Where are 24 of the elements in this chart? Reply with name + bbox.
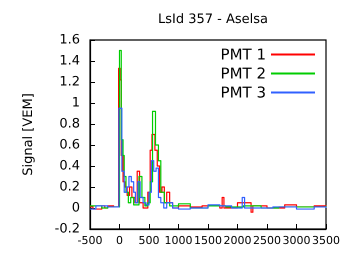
y-axis-title: Signal [VEM] <box>21 93 36 176</box>
legend-label: PMT 1 <box>220 46 266 64</box>
y-tick-label: 0.8 <box>59 116 80 132</box>
legend-label: PMT 2 <box>220 64 266 82</box>
y-tick-label: 0.4 <box>59 158 80 174</box>
x-tick-label: -500 <box>78 234 102 247</box>
y-tick-label: 1.6 <box>59 32 80 48</box>
y-tick-label: 1 <box>72 96 80 110</box>
y-tick-label: 0.2 <box>59 180 80 194</box>
x-tick-label: 0 <box>116 234 123 247</box>
y-tick-label: -0.2 <box>54 222 80 236</box>
legend-label: PMT 3 <box>220 84 266 102</box>
y-tick-label: 1.2 <box>59 74 80 90</box>
x-tick-label: 2000 <box>224 234 252 247</box>
y-tick-label: 1.4 <box>59 54 80 68</box>
x-tick-label: 3500 <box>312 234 340 247</box>
x-tick-label: 3000 <box>282 234 310 247</box>
x-tick-label: 2500 <box>253 234 281 247</box>
y-tick-label: 0 <box>72 200 80 216</box>
x-tick-label: 1000 <box>164 234 192 247</box>
y-tick-label: 0.6 <box>59 138 80 152</box>
x-tick-label: 1500 <box>194 234 222 247</box>
x-tick-label: 500 <box>138 234 160 247</box>
chart-title: LsId 357 - Aselsa <box>158 12 268 27</box>
